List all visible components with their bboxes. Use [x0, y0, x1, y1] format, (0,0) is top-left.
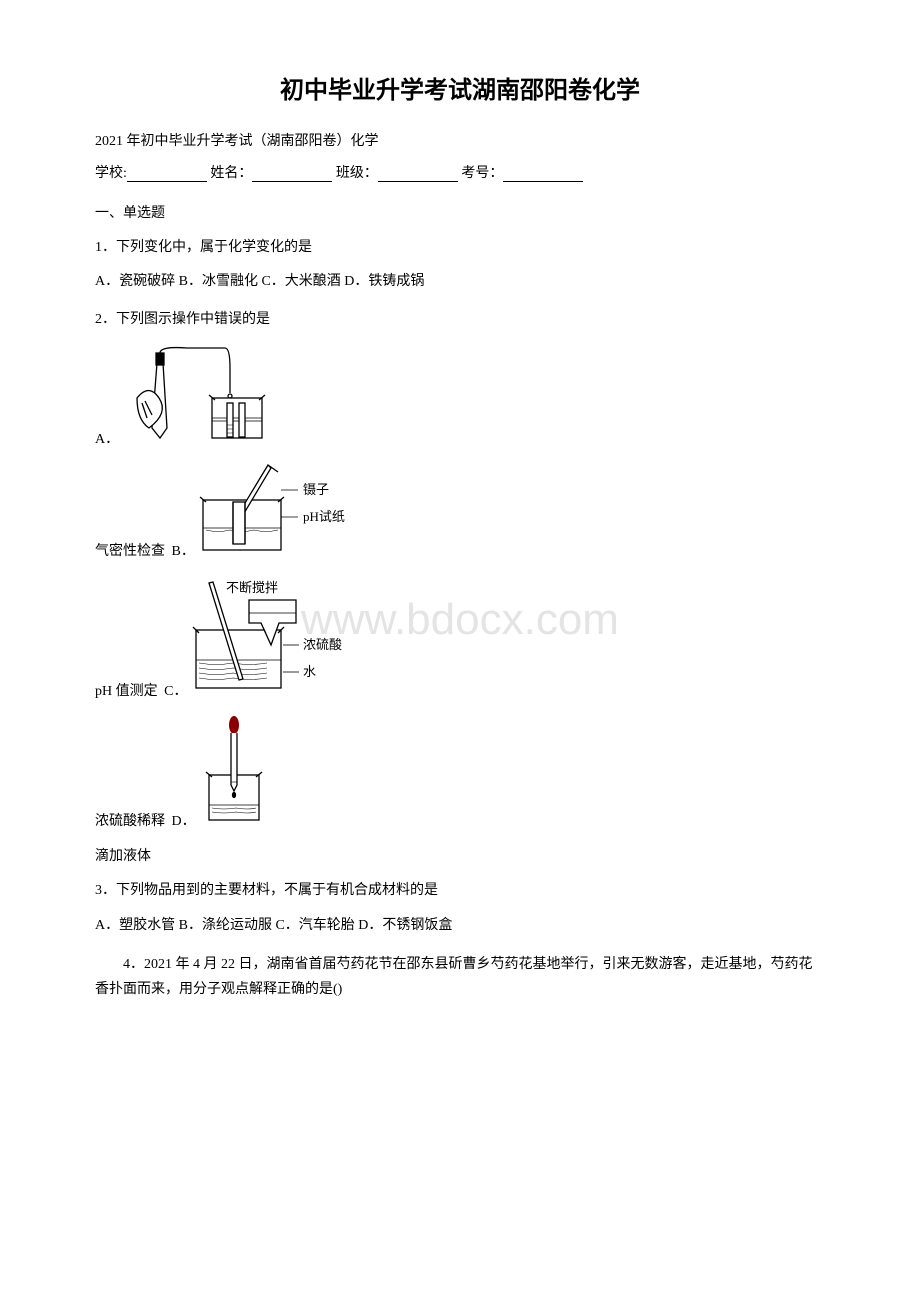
class-blank — [378, 168, 458, 182]
section-heading: 一、单选题 — [95, 202, 825, 222]
stir-label: 不断搅拌 — [226, 580, 278, 595]
water-label: 水 — [303, 664, 316, 679]
q2-c-caption: 浓硫酸稀释 D． — [95, 715, 825, 830]
q2-option-a: A． — [95, 343, 825, 448]
q2-c-label: C． — [164, 684, 187, 699]
class-label: 班级： — [336, 166, 378, 181]
h2so4-label: 浓硫酸 — [303, 637, 342, 652]
q3-number: 3． — [95, 883, 116, 898]
page-title: 初中毕业升学考试湖南邵阳卷化学 — [95, 70, 825, 105]
q2-c-caption-text: 浓硫酸稀释 — [95, 814, 165, 829]
q4-stem: 2021 年 4 月 22 日，湖南省首届芍药花节在邵东县斫曹乡芍药花基地举行，… — [95, 957, 813, 997]
h2so4-dilute-figure: 不断搅拌 浓硫酸 水 — [191, 575, 391, 700]
name-label: 姓名： — [210, 166, 252, 181]
q1-stem: 下列变化中，属于化学变化的是 — [116, 240, 312, 255]
name-blank — [252, 168, 332, 182]
q1-options: A．瓷碗破碎 B．冰雪融化 C．大米酿酒 D．铁铸成锅 — [95, 271, 825, 293]
q2-a-label: A． — [95, 428, 119, 448]
q1-number: 1． — [95, 240, 116, 255]
ph-paper-label: pH试纸 — [303, 509, 345, 524]
examno-blank — [503, 168, 583, 182]
ph-test-figure: 镊子 pH试纸 — [198, 460, 388, 560]
q2-b-caption-text: pH 值测定 — [95, 684, 158, 699]
q3-options: A．塑胶水管 B．涤纶运动服 C．汽车轮胎 D．不锈钢饭盒 — [95, 915, 825, 937]
form-line: 学校: 姓名： 班级： 考号： — [95, 162, 825, 182]
examno-label: 考号： — [461, 166, 503, 181]
question-1: 1．下列变化中，属于化学变化的是 — [95, 237, 825, 259]
q4-number: 4． — [123, 957, 144, 972]
subtitle: 2021 年初中毕业升学考试（湖南邵阳卷）化学 — [95, 130, 825, 150]
airtight-check-figure — [127, 343, 292, 448]
q2-a-caption-text: 气密性检查 — [95, 544, 165, 559]
q2-b-caption: pH 值测定 C． 不断搅拌 浓硫酸 水 — [95, 575, 825, 700]
q2-d-label: D． — [172, 814, 196, 829]
q2-a-caption: 气密性检查 B． 镊子 pH试纸 — [95, 460, 825, 560]
school-blank — [127, 168, 207, 182]
question-4: 4．2021 年 4 月 22 日，湖南省首届芍药花节在邵东县斫曹乡芍药花基地举… — [95, 952, 825, 1002]
q2-d-caption: 滴加液体 — [95, 845, 825, 865]
q2-b-label: B． — [172, 544, 195, 559]
q2-number: 2． — [95, 312, 116, 327]
q3-stem: 下列物品用到的主要材料，不属于有机合成材料的是 — [116, 883, 438, 898]
dropper-figure — [199, 715, 269, 830]
question-3: 3．下列物品用到的主要材料，不属于有机合成材料的是 — [95, 880, 825, 902]
tweezers-label: 镊子 — [303, 482, 329, 497]
q2-stem: 下列图示操作中错误的是 — [116, 312, 270, 327]
question-2: 2．下列图示操作中错误的是 — [95, 309, 825, 331]
school-label: 学校: — [95, 166, 127, 181]
